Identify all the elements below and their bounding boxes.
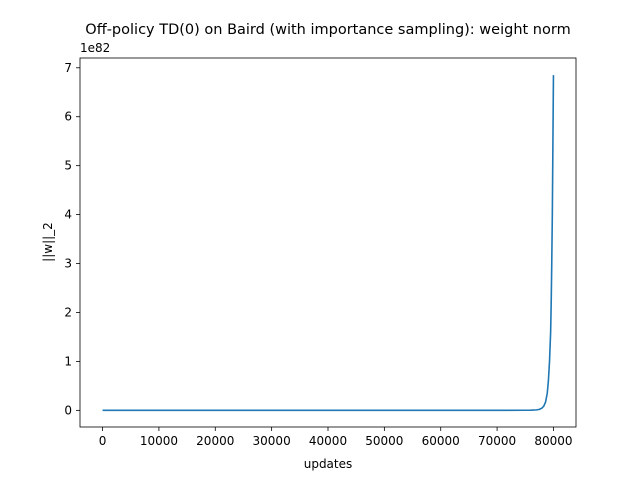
y-tick-label: 0 <box>64 403 72 417</box>
y-tick-label: 6 <box>64 110 72 124</box>
y-tick-label: 4 <box>64 208 72 222</box>
x-axis-label: updates <box>304 457 353 471</box>
x-tick-label: 60000 <box>422 434 460 448</box>
y-axis-label: ||w||_2 <box>41 222 55 262</box>
y-tick-label: 7 <box>64 61 72 75</box>
x-tick-label: 20000 <box>196 434 234 448</box>
x-tick-label: 10000 <box>140 434 178 448</box>
plot-area <box>102 75 555 412</box>
axes-frame <box>79 57 577 428</box>
y-axis: 0 1 2 3 4 5 6 7 <box>64 61 80 417</box>
x-tick-label: 80000 <box>534 434 572 448</box>
x-tick-label: 30000 <box>253 434 291 448</box>
chart-title: Off-policy TD(0) on Baird (with importan… <box>85 22 570 38</box>
x-tick-label: 0 <box>99 434 107 448</box>
y-tick-label: 3 <box>64 257 72 271</box>
x-tick-label: 50000 <box>365 434 403 448</box>
y-tick-label: 5 <box>64 159 72 173</box>
y-tick-label: 2 <box>64 305 72 319</box>
series-line <box>102 75 555 412</box>
x-tick-label: 70000 <box>478 434 516 448</box>
x-axis: 0 10000 20000 30000 40000 50000 60000 70000 8000… <box>99 427 573 448</box>
y-tick-label: 1 <box>64 354 72 368</box>
y-offset-label: 1e82 <box>80 41 110 55</box>
x-tick-label: 40000 <box>309 434 347 448</box>
